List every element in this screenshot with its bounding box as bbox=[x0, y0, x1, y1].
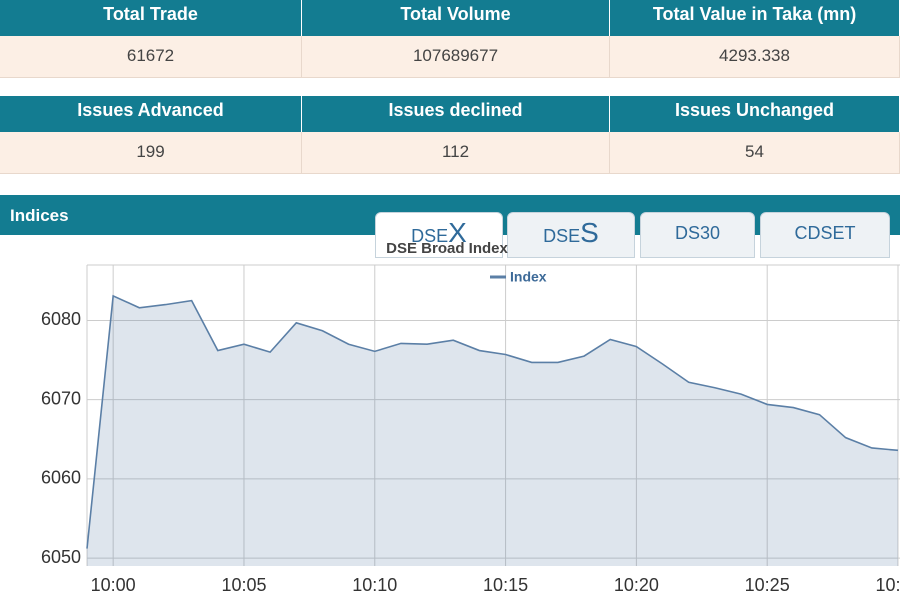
x-tick-label: 10:10 bbox=[352, 575, 397, 595]
value-row: 199 112 54 bbox=[0, 132, 900, 174]
value-cell: 54 bbox=[610, 132, 900, 174]
header-cell: Total Volume bbox=[302, 0, 610, 36]
y-tick-label: 6070 bbox=[41, 388, 81, 408]
value-cell: 4293.338 bbox=[610, 36, 900, 78]
header-cell: Issues Advanced bbox=[0, 96, 302, 132]
value-row: 61672 107689677 4293.338 bbox=[0, 36, 900, 78]
value-cell: 199 bbox=[0, 132, 302, 174]
section-title: Indices bbox=[10, 206, 69, 225]
legend-label: Index bbox=[510, 269, 547, 285]
header-cell: Total Value in Taka (mn) bbox=[610, 0, 900, 36]
x-tick-label: 10:30 bbox=[875, 575, 900, 595]
area bbox=[87, 295, 898, 566]
value-cell: 112 bbox=[302, 132, 610, 174]
header-cell: Total Trade bbox=[0, 0, 302, 36]
line bbox=[86, 294, 899, 549]
issues-table: Issues Advanced Issues declined Issues Unc… bbox=[0, 96, 900, 174]
header-row: Issues Advanced Issues declined Issues Unc… bbox=[0, 96, 900, 132]
tab[interactable]: CDSET bbox=[760, 212, 890, 258]
market-summary-table: Total Trade Total Volume Total Value in Ta… bbox=[0, 0, 900, 78]
y-tick-label: 6050 bbox=[41, 547, 81, 567]
plot-background bbox=[0, 258, 900, 600]
tab[interactable]: DSES bbox=[507, 212, 635, 258]
x-tick-label: 10:00 bbox=[91, 575, 136, 595]
header-cell: Issues Unchanged bbox=[610, 96, 900, 132]
tab[interactable]: DS30 bbox=[640, 212, 755, 258]
x-tick-label: 10:15 bbox=[483, 575, 528, 595]
x-tick-label: 10:25 bbox=[745, 575, 790, 595]
tab[interactable]: DSEX bbox=[375, 212, 503, 258]
x-tick-label: 10:20 bbox=[614, 575, 659, 595]
y-tick-label: 6080 bbox=[41, 309, 81, 329]
value-cell: 107689677 bbox=[302, 36, 610, 78]
chart-title: DSE Broad Index bbox=[386, 240, 508, 257]
header-cell: Issues declined bbox=[302, 96, 610, 132]
x-tick-label: 10:05 bbox=[221, 575, 266, 595]
header-row: Total Trade Total Volume Total Value in Ta… bbox=[0, 0, 900, 36]
value-cell: 61672 bbox=[0, 36, 302, 78]
y-tick-label: 6060 bbox=[41, 468, 81, 488]
